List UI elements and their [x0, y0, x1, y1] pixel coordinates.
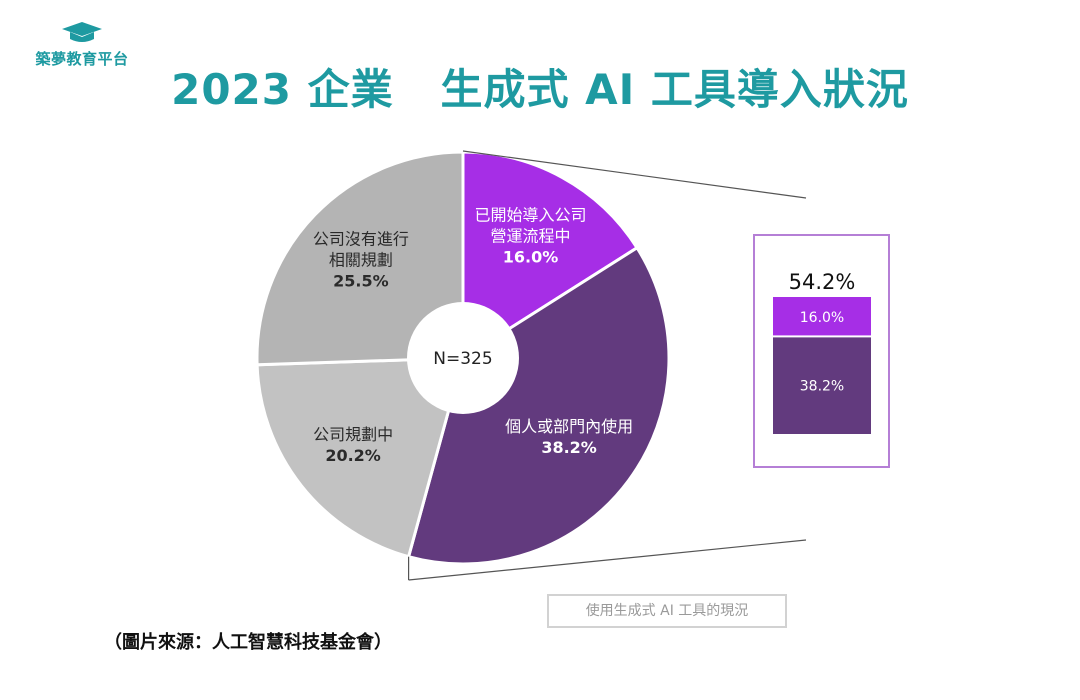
slice-category-label: 個人或部門內使用: [505, 417, 633, 436]
slice-category-label: 相關規劃: [329, 250, 393, 269]
brand-name: 築夢教育平台: [35, 50, 129, 68]
slice-value-label: 38.2%: [541, 438, 597, 457]
slice-category-label: 已開始導入公司: [474, 205, 586, 224]
graduation-cap-icon: [62, 22, 102, 42]
slice-category-label: 營運流程中: [490, 226, 570, 245]
page-title: 2023 企業 生成式 AI 工具導入狀況: [171, 65, 909, 114]
slice-value-label: 20.2%: [325, 446, 381, 465]
breakdown-segment: [773, 337, 871, 434]
slice-value-label: 16.0%: [503, 247, 559, 266]
image-source: （圖片來源：人工智慧科技基金會）: [104, 632, 392, 653]
pie-slice-2: [406, 245, 671, 566]
center-label: N=325: [433, 349, 492, 369]
breakdown-total-label: 54.2%: [789, 270, 856, 294]
pie-slice-1: [461, 150, 640, 361]
slice-category-label: 公司沒有進行: [313, 229, 409, 248]
connector-line-top: [462, 150, 807, 199]
breakdown-segment-label: 38.2%: [800, 379, 844, 395]
breakdown-caption: 使用生成式 AI 工具的現況: [547, 594, 787, 628]
pie-slice-4: [255, 150, 465, 367]
breakdown-segment: [773, 297, 871, 336]
pie-slice-3: [255, 356, 465, 559]
pie-center-hole: [407, 302, 519, 414]
connector-line-bottom: [408, 539, 807, 581]
slice-category-label: 公司規劃中: [313, 425, 393, 444]
brand-logo: 築夢教育平台: [22, 20, 142, 69]
breakdown-segment-label: 16.0%: [800, 310, 844, 326]
slice-value-label: 25.5%: [333, 271, 389, 290]
